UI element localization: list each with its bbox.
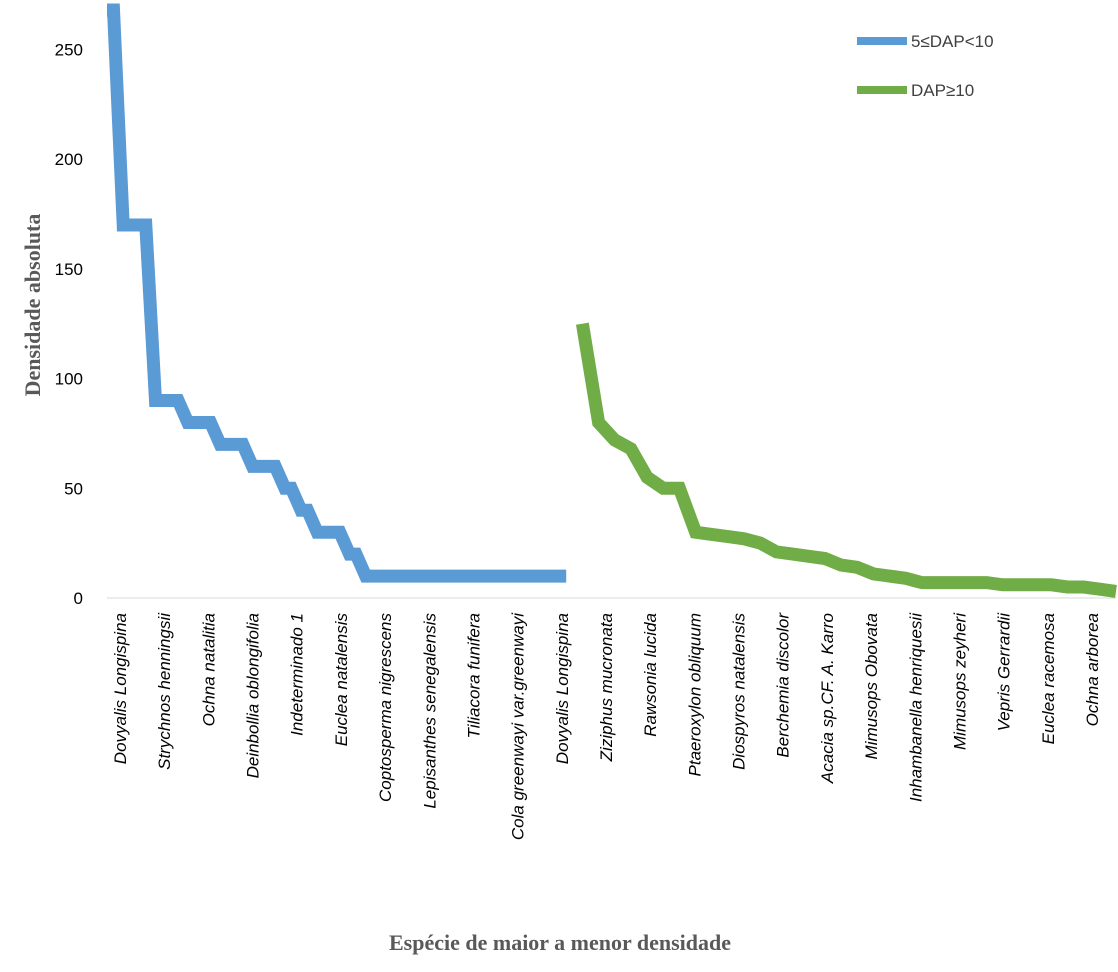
series-lines bbox=[107, 3, 1117, 598]
x-tick-label: Mimusops Obovata bbox=[862, 613, 881, 759]
series-line-1 bbox=[107, 3, 567, 583]
y-tick-label: 100 bbox=[55, 370, 83, 389]
x-axis-title: Espécie de maior a menor densidade bbox=[389, 930, 731, 955]
x-tick-label: Acacia sp.CF. A. Karro bbox=[818, 613, 837, 784]
x-tick-label: Deinbollia oblongifolia bbox=[244, 613, 263, 778]
x-tick-label: Dovyalis Longispina bbox=[111, 613, 130, 764]
x-tick-label: Coptosperma nigrescens bbox=[376, 613, 395, 802]
y-tick-label: 50 bbox=[64, 479, 83, 498]
y-axis-ticks: 0 50 100 150 200 250 bbox=[55, 40, 83, 608]
x-tick-label: Berchemia discolor bbox=[774, 612, 793, 758]
x-tick-label: Euclea racemosa bbox=[1039, 613, 1058, 744]
x-tick-label: Ochna arborea bbox=[1083, 613, 1102, 726]
legend: 5≤DAP<10 DAP≥10 bbox=[857, 32, 994, 100]
x-axis-ticks: Dovyalis Longispina Strychnos henningsii O… bbox=[111, 612, 1102, 840]
x-tick-label: Ochna natalitia bbox=[199, 613, 218, 726]
x-tick-label: Strychnos henningsii bbox=[155, 612, 174, 770]
x-tick-label: Tiliacora funifera bbox=[465, 613, 484, 739]
legend-label: 5≤DAP<10 bbox=[911, 32, 994, 51]
x-tick-label: Lepisanthes senegalensis bbox=[420, 613, 439, 809]
x-tick-label: Indeterminado 1 bbox=[288, 613, 307, 736]
x-tick-label: Euclea natalensis bbox=[332, 613, 351, 747]
y-tick-label: 150 bbox=[55, 260, 83, 279]
x-tick-label: Mimusops zeyheri bbox=[951, 612, 970, 750]
x-tick-label: Dovyalis Longispina bbox=[553, 613, 572, 764]
y-tick-label: 0 bbox=[74, 589, 83, 608]
y-axis-title: Densidade absoluta bbox=[20, 214, 45, 397]
x-tick-label: Inhambanella henriquesii bbox=[906, 612, 925, 802]
x-tick-label: Rawsonia lucida bbox=[641, 613, 660, 737]
x-tick-label: Ptaeroxylon obliquum bbox=[685, 613, 704, 776]
legend-label: DAP≥10 bbox=[911, 81, 974, 100]
x-tick-label: Diospyros natalensis bbox=[730, 613, 749, 770]
y-tick-label: 200 bbox=[55, 150, 83, 169]
x-tick-label: Cola greenwayi var.greenwayi bbox=[509, 612, 528, 840]
y-tick-label: 250 bbox=[55, 40, 83, 59]
series-line-2 bbox=[575, 322, 1117, 598]
x-tick-label: Ziziphus mucronata bbox=[597, 613, 616, 762]
x-tick-label: Vepris Gerrardii bbox=[995, 612, 1014, 732]
